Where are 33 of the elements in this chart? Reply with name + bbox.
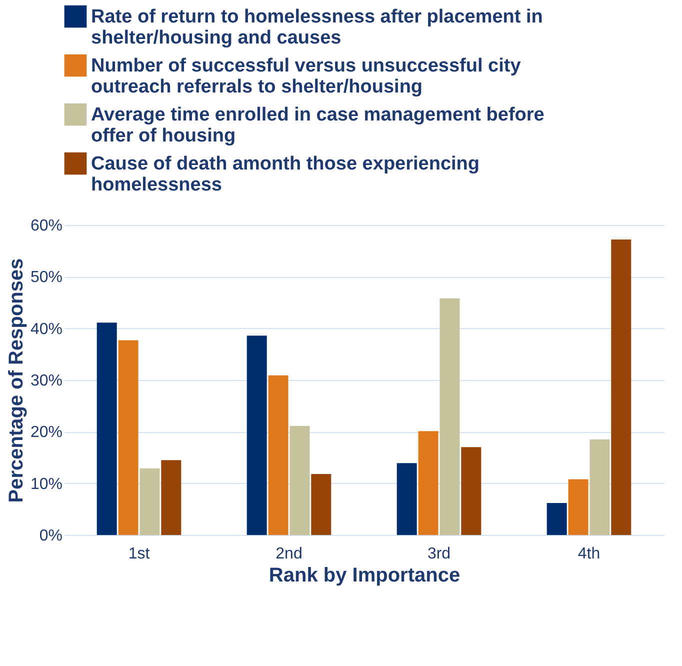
bar	[546, 502, 567, 535]
bar	[396, 463, 417, 535]
x-tick-label: 4th	[578, 546, 600, 562]
bar	[118, 340, 138, 535]
x-axis-title: Rank by Importance	[268, 564, 460, 586]
bar	[268, 375, 288, 535]
bar	[290, 426, 310, 535]
bar	[311, 474, 332, 535]
bar	[96, 322, 117, 535]
bar	[246, 336, 267, 535]
x-tick-label: 1st	[128, 546, 150, 562]
bar	[611, 239, 632, 535]
bar	[590, 439, 610, 535]
y-axis-title: Percentage of Responses	[5, 258, 28, 503]
bar	[418, 431, 438, 535]
legend-label: Average time enrolled in case management before offer of housing	[91, 104, 544, 146]
y-tick-label: 60%	[30, 218, 62, 234]
x-tick-label: 2nd	[276, 546, 302, 562]
legend-label: Cause of death amonth those experiencing homelessness	[91, 154, 480, 196]
bar	[568, 479, 588, 535]
legend-label: Number of successful versus unsuccessful city outreach referrals to shelter/housing	[91, 56, 522, 98]
bar	[461, 447, 482, 535]
bar	[161, 460, 182, 535]
bar	[440, 298, 460, 535]
x-tick-label: 3rd	[427, 546, 451, 562]
y-tick-label: 50%	[30, 269, 62, 286]
y-tick-label: 40%	[30, 320, 62, 338]
y-tick-label: 30%	[30, 372, 62, 390]
bar	[140, 468, 160, 535]
y-tick-label: 20%	[30, 424, 62, 442]
y-tick-label: 10%	[30, 476, 62, 493]
legend-label: Rate of return to homelessness after placement in shelter/housing and causes	[91, 6, 543, 48]
y-tick-label: 0%	[39, 528, 62, 544]
